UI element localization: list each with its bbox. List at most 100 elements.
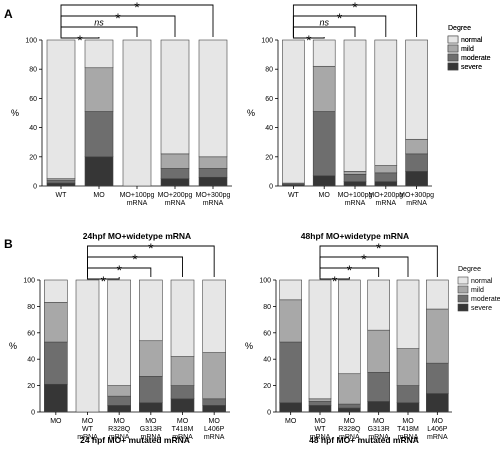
x-tick-label: MO L406P mRNA — [204, 418, 225, 441]
bar-segment-normal — [84, 39, 114, 69]
significance-label: * — [332, 273, 338, 289]
bar-segment-normal — [202, 279, 226, 353]
bar-segment-mild — [44, 302, 68, 343]
bar-segment-mild — [426, 308, 449, 364]
legend-swatch — [457, 285, 469, 294]
bar-segment-severe — [367, 401, 390, 413]
legend-title: Degree — [448, 25, 471, 32]
x-tick-label: WT — [288, 192, 300, 199]
bar-segment-normal — [75, 279, 100, 413]
chart-panel-3: B 0 20 40 60 80 100% MO MO WT mRNA MO R328Q mRNA MO G31… — [4, 237, 230, 445]
x-axis-title: 48 hpf MO+ mutated mRNA — [309, 435, 419, 445]
significance-label: ns — [319, 18, 329, 28]
y-tick-label: 80 — [29, 67, 37, 74]
y-tick-label: 20 — [27, 383, 35, 390]
bar-segment-moderate — [312, 111, 336, 177]
x-tick-label: MO+200pg mRNA — [158, 192, 193, 207]
panel-label: A — [4, 7, 13, 21]
x-tick-label: MO T418M mRNA — [397, 418, 419, 441]
bar-segment-moderate — [202, 398, 226, 406]
bar-segment-normal — [374, 39, 398, 166]
significance-bracket — [87, 256, 183, 277]
bar-segment-mild — [170, 356, 195, 386]
bar-segment-severe — [46, 182, 76, 187]
significance-bracket — [292, 15, 387, 37]
x-axis-title: 48hpf MO+widetype mRNA — [301, 231, 409, 241]
bar-segment-severe — [279, 402, 302, 413]
bar-segment-normal — [312, 39, 336, 67]
bar-segment-normal — [170, 279, 195, 357]
bar-segment-normal — [405, 39, 428, 140]
x-tick-label: MO+200pg mRNA — [368, 192, 403, 207]
bar-segment-normal — [122, 39, 152, 187]
bar-segment-mild — [396, 348, 420, 386]
y-tick-label: 0 — [269, 184, 273, 191]
bar-segment-mild — [338, 373, 361, 405]
y-tick-label: 60 — [29, 96, 37, 103]
bar-segment-severe — [139, 402, 163, 413]
bar-segment-mild — [160, 153, 190, 169]
significance-bracket — [292, 26, 356, 37]
legend-label: moderate — [461, 55, 491, 62]
bar-segment-normal — [426, 279, 449, 310]
bar-segment-moderate — [405, 153, 428, 172]
x-tick-label: MO — [50, 418, 62, 425]
significance-label: * — [352, 0, 358, 15]
significance-label: * — [337, 10, 343, 26]
y-tick-label: 0 — [267, 410, 271, 417]
legend-label: severe — [461, 64, 482, 71]
legend-label: severe — [461, 64, 482, 71]
x-tick-label: MO G313R mRNA — [140, 418, 162, 441]
bar-segment-moderate — [426, 362, 449, 394]
x-tick-label: WT — [56, 192, 68, 199]
bar-segment-normal — [46, 39, 76, 179]
significance-label: * — [132, 251, 138, 267]
x-tick-label: MO G313R mRNA — [368, 418, 390, 441]
significance-bracket — [319, 267, 380, 277]
bar-segment-severe — [426, 393, 449, 413]
bar-segment-moderate — [338, 403, 361, 409]
x-tick-label: MO R328Q mRNA — [108, 418, 131, 441]
legend-swatch — [457, 294, 469, 303]
bar-segment-normal — [338, 279, 361, 375]
chart-panel-4: 0 20 40 60 80 100% MO MO WT mRNA MO R328Q mRNA MO G313… — [245, 240, 500, 445]
bar-segment-mild — [343, 171, 367, 175]
y-tick-label: 0 — [33, 184, 37, 191]
x-axis-title: 24 hpf MO+ mutated mRNA — [80, 435, 190, 445]
y-tick-label: 80 — [265, 67, 273, 74]
bar-segment-moderate — [160, 168, 190, 179]
y-tick-label: 20 — [265, 154, 273, 161]
bar-segment-mild — [405, 138, 428, 155]
legend-label: normal — [471, 278, 493, 285]
x-tick-label: MO+100pg mRNA — [338, 192, 373, 207]
bar-segment-normal — [367, 279, 390, 331]
significance-label: * — [361, 251, 367, 267]
bar-segment-moderate — [84, 111, 114, 158]
bar-segment-severe — [374, 181, 398, 187]
significance-label: * — [101, 273, 107, 289]
bar-segment-moderate — [374, 172, 398, 182]
x-tick-label: MO T418M mRNA — [172, 418, 194, 441]
bar-segment-severe — [107, 405, 131, 413]
x-tick-label: MO — [285, 418, 297, 425]
y-tick-label: 40 — [27, 357, 35, 364]
bar-segment-normal — [107, 279, 131, 386]
bar-segment-moderate — [46, 179, 76, 184]
y-tick-label: 100 — [261, 38, 273, 45]
bar-segment-severe — [343, 181, 367, 187]
bar-segment-mild — [279, 299, 302, 343]
y-tick-label: 40 — [265, 125, 273, 132]
legend: Degree normal mild moderate severe — [457, 266, 500, 312]
significance-label: * — [115, 10, 121, 26]
significance-bracket — [319, 256, 409, 277]
bar-segment-mild — [367, 329, 390, 373]
bar-segment-mild — [312, 65, 336, 112]
y-tick-label: 80 — [27, 304, 35, 311]
y-tick-label: 0 — [31, 410, 35, 417]
significance-label: * — [116, 262, 122, 278]
bar-segment-normal — [282, 39, 305, 184]
bar-segment-normal — [396, 279, 420, 349]
legend-swatch — [447, 62, 459, 71]
